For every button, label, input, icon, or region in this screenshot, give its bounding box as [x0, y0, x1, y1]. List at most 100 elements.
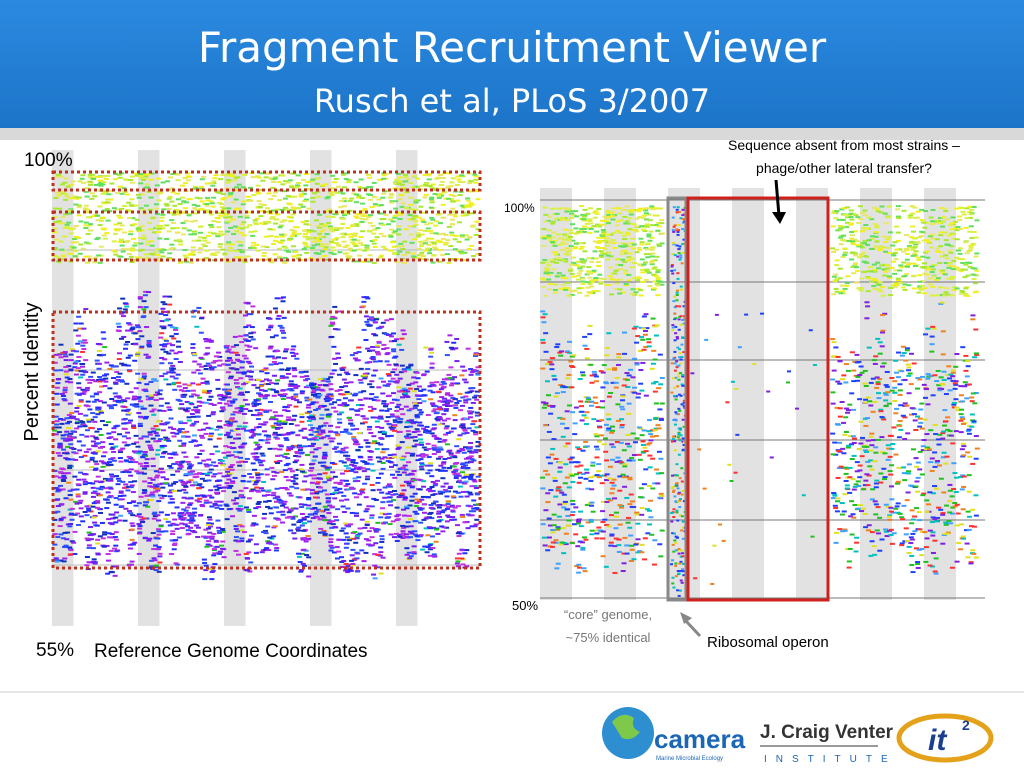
read	[302, 436, 307, 438]
read	[197, 405, 202, 407]
read	[323, 422, 328, 424]
read	[175, 193, 180, 195]
read	[127, 510, 132, 512]
read	[281, 332, 286, 334]
read	[281, 337, 286, 339]
read	[196, 369, 201, 371]
read	[379, 233, 384, 235]
read	[249, 490, 254, 492]
read	[369, 393, 374, 395]
read	[190, 470, 195, 472]
read	[310, 463, 315, 465]
read	[290, 213, 295, 215]
read	[342, 511, 347, 513]
read	[292, 369, 297, 371]
read	[180, 428, 185, 430]
read	[316, 408, 321, 410]
read	[212, 552, 217, 554]
read	[68, 403, 73, 405]
read	[167, 409, 172, 411]
read	[428, 544, 433, 546]
read	[475, 441, 480, 443]
read	[209, 497, 214, 499]
read	[99, 378, 104, 380]
read	[266, 489, 271, 491]
read	[426, 546, 431, 548]
read	[123, 428, 128, 430]
read	[234, 208, 239, 210]
read	[281, 300, 286, 302]
read	[154, 537, 159, 539]
read	[454, 445, 459, 447]
read	[87, 448, 92, 450]
read	[419, 425, 424, 427]
read	[418, 488, 423, 490]
read	[162, 410, 167, 412]
read	[459, 481, 464, 483]
read	[217, 402, 222, 404]
read	[299, 503, 304, 505]
read	[185, 497, 190, 499]
read	[326, 476, 331, 478]
read	[237, 465, 242, 467]
read	[84, 436, 89, 438]
read	[69, 253, 74, 255]
read	[384, 420, 389, 422]
read	[368, 432, 373, 434]
read	[311, 387, 316, 389]
read	[362, 329, 367, 331]
read	[445, 443, 450, 445]
read	[368, 222, 373, 224]
read	[395, 540, 400, 542]
read	[309, 429, 314, 431]
read	[414, 388, 419, 390]
read	[210, 413, 215, 415]
read	[127, 456, 132, 458]
read	[408, 426, 413, 428]
read	[439, 249, 444, 251]
read	[183, 492, 188, 494]
read	[228, 216, 233, 218]
read	[371, 489, 376, 491]
read	[77, 449, 82, 451]
read	[438, 241, 443, 243]
read	[368, 456, 373, 458]
read	[311, 394, 316, 396]
read	[302, 428, 307, 430]
read	[252, 247, 257, 249]
read	[459, 558, 464, 560]
read	[295, 434, 300, 436]
read	[58, 241, 63, 243]
read	[386, 423, 391, 425]
read	[380, 501, 385, 503]
read	[363, 552, 368, 554]
read	[116, 483, 121, 485]
read	[402, 471, 407, 473]
read	[453, 238, 458, 240]
read	[329, 534, 334, 536]
read	[209, 369, 214, 371]
read	[160, 445, 165, 447]
read	[218, 434, 223, 436]
read	[445, 515, 450, 517]
read	[144, 436, 149, 438]
read	[121, 410, 126, 412]
read	[423, 174, 428, 176]
read	[430, 494, 435, 496]
read	[107, 368, 112, 370]
read	[286, 479, 291, 481]
read	[372, 239, 377, 241]
read	[133, 332, 138, 334]
read	[403, 465, 408, 467]
read	[76, 367, 81, 369]
read	[138, 423, 143, 425]
read	[306, 238, 311, 240]
read	[352, 239, 357, 241]
read	[386, 223, 391, 225]
read	[230, 442, 235, 444]
read	[56, 505, 61, 507]
read	[322, 229, 327, 231]
read	[151, 414, 156, 416]
read	[473, 182, 478, 184]
read	[394, 515, 399, 517]
